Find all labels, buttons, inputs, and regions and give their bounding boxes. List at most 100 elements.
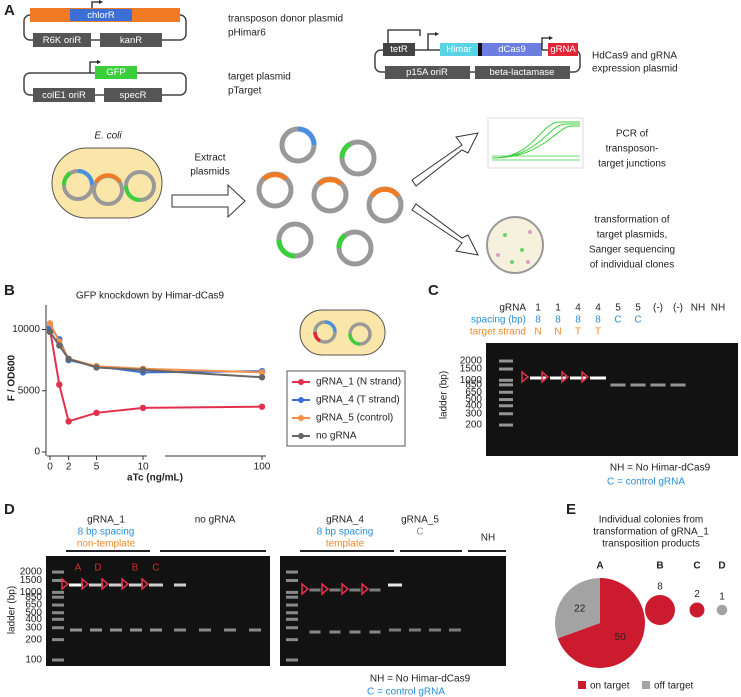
gene-label: p15A oriR [406, 67, 448, 78]
axis-label: ladder (bp) [439, 371, 450, 419]
gel-band [650, 383, 666, 387]
gene-label: R6K oriR [43, 35, 82, 46]
chart-title: transposition products [602, 539, 700, 550]
gel-band [409, 628, 421, 632]
gel-band [52, 617, 64, 621]
plasmid-caption: target plasmid [228, 72, 291, 83]
data-point [65, 355, 72, 363]
legend-box [286, 370, 406, 447]
band-letter: D [94, 563, 101, 574]
gene-label: dCas9 [498, 44, 525, 55]
band-letter: A [75, 563, 82, 574]
group-label: 8 bp spacing [78, 527, 135, 538]
lane-label: 4 [575, 303, 581, 314]
ladder-label: 200 [25, 634, 42, 645]
gel-band [499, 398, 513, 402]
gel-band [69, 583, 83, 587]
group-label: gRNA_1 [87, 515, 125, 526]
legend-label: gRNA_5 (control) [316, 413, 393, 424]
lane-label: T [595, 327, 601, 338]
lane-label: T [575, 327, 581, 338]
data-point [65, 418, 72, 425]
pie-slice [557, 578, 645, 668]
gel-band [90, 628, 102, 632]
ladder-label: 400 [25, 614, 42, 625]
lane-label: N [554, 327, 561, 338]
legend-swatch [298, 433, 304, 439]
ecoli-cell: E. coli [51, 131, 163, 219]
ladder-label: 650 [465, 387, 482, 398]
gene-label: Himar [446, 44, 471, 55]
gene-label: kanR [120, 35, 142, 46]
gel-band [449, 628, 461, 632]
pie-slice [645, 595, 675, 625]
arrow [411, 203, 479, 256]
lane-label: 8 [535, 315, 541, 326]
lane-label: 5 [615, 303, 621, 314]
panel-label: B [4, 282, 15, 299]
band-marker [81, 577, 90, 591]
gel-band [499, 412, 513, 416]
data-point [93, 409, 100, 416]
gel-band [329, 630, 341, 634]
x-tick-label: 2 [66, 462, 72, 473]
gel-band [499, 359, 513, 363]
x-tick-label: 5 [94, 462, 100, 473]
gel-band [130, 628, 142, 632]
legend-swatch [298, 379, 304, 385]
gel-band [52, 611, 64, 615]
pie-slice [716, 604, 728, 616]
gel-band [52, 626, 64, 630]
pie-slice [689, 602, 705, 618]
gel-image [280, 556, 506, 666]
category-label: B [656, 561, 663, 572]
category-label: A [596, 561, 603, 572]
gel-band [199, 628, 211, 632]
band-marker [521, 370, 530, 384]
data-point [46, 328, 54, 336]
gene-label: GFP [106, 67, 126, 78]
band-marker [141, 577, 150, 591]
category-label: C [693, 561, 700, 572]
value-label: 2 [694, 589, 700, 600]
gel-band [52, 658, 64, 662]
outcome-label: of individual clones [590, 260, 675, 271]
gel-band [52, 603, 64, 607]
value-label: 22 [574, 603, 586, 614]
series-line [49, 326, 263, 374]
plasmid-caption: expression plasmid [592, 64, 678, 75]
outcome-label: target junctions [598, 159, 666, 170]
band-marker [301, 582, 310, 596]
band-marker [61, 577, 70, 591]
petri-dish-icon [486, 216, 544, 274]
outcome-label: PCR of [616, 129, 648, 140]
data-point [93, 364, 100, 371]
plasmid-expression: tetR Himar dCas9 gRNA p15A oriR beta-lac… [374, 29, 678, 79]
lane-label: 8 [575, 315, 581, 326]
ladder-label: 850 [465, 379, 482, 390]
x-tick-label: 10 [137, 462, 149, 473]
gel-band [499, 367, 513, 371]
legend-label: gRNA_4 (T strand) [316, 395, 400, 406]
x-tick-label: 100 [254, 462, 271, 473]
note: C = control gRNA [367, 687, 445, 697]
ladder-label: 1500 [20, 575, 43, 586]
legend-swatch [642, 681, 650, 689]
lane-label: 5 [635, 303, 641, 314]
band-marker [321, 582, 330, 596]
y-tick-label: 5000 [18, 385, 41, 396]
gel-band [52, 578, 64, 582]
lane-label: C [634, 315, 641, 326]
data-point [139, 366, 147, 374]
data-point [258, 403, 266, 410]
panel-label: A [4, 2, 15, 19]
gel-band [286, 658, 298, 662]
gel-band [590, 376, 606, 380]
gene-label: gRNA [550, 44, 576, 55]
outcome-label: transposon- [606, 144, 659, 155]
lane-label: 1 [555, 303, 561, 314]
band-marker [361, 582, 370, 596]
gel-band [309, 588, 321, 592]
gel-band [550, 376, 566, 380]
gel-band [150, 628, 162, 632]
